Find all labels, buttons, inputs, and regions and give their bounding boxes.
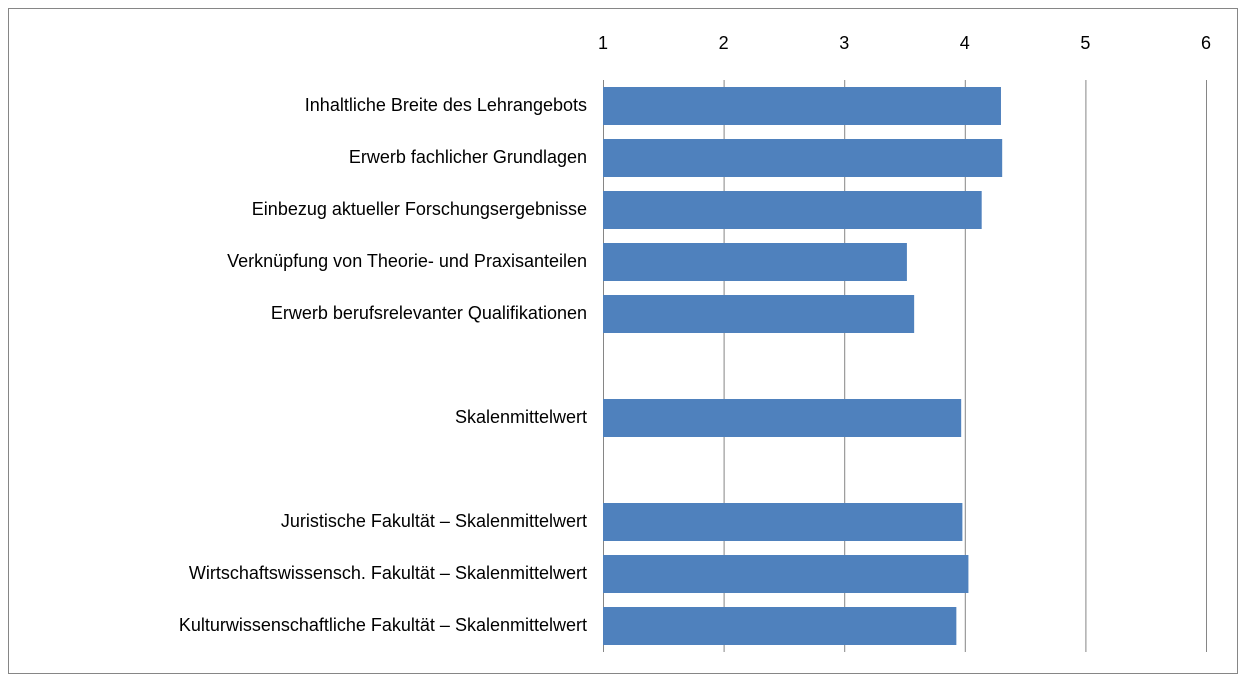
x-tick-label: 2 <box>719 33 729 53</box>
x-tick-label: 5 <box>1080 33 1090 53</box>
y-tick-label: Wirtschaftswissensch. Fakultät – Skalenm… <box>189 563 587 583</box>
bar <box>603 295 915 333</box>
bar <box>603 87 1001 125</box>
y-tick-label: Verknüpfung von Theorie- und Praxisantei… <box>227 251 587 271</box>
bar <box>603 399 962 437</box>
bar <box>603 191 982 229</box>
x-tick-label: 1 <box>598 33 608 53</box>
y-tick-label: Inhaltliche Breite des Lehrangebots <box>305 95 587 115</box>
y-tick-label: Erwerb berufsrelevanter Qualifikationen <box>271 303 587 323</box>
y-tick-label: Einbezug aktueller Forschungsergebnisse <box>252 199 587 219</box>
x-tick-label: 6 <box>1201 33 1211 53</box>
y-tick-label: Kulturwissenschaftliche Fakultät – Skale… <box>179 615 587 635</box>
y-tick-label: Juristische Fakultät – Skalenmittelwert <box>281 511 587 531</box>
x-tick-label: 3 <box>839 33 849 53</box>
bar <box>603 555 969 593</box>
bar <box>603 607 957 645</box>
bar <box>603 243 907 281</box>
bar <box>603 503 963 541</box>
y-tick-label: Erwerb fachlicher Grundlagen <box>349 147 587 167</box>
bar <box>603 139 1003 177</box>
y-tick-label: Skalenmittelwert <box>455 407 587 427</box>
x-tick-label: 4 <box>960 33 970 53</box>
